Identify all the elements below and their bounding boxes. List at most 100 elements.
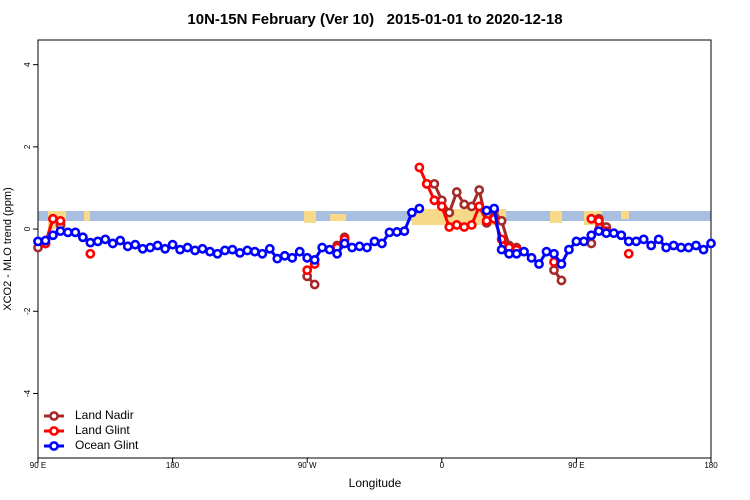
data-point (466, 201, 477, 212)
land-patch (621, 211, 629, 219)
data-point (459, 222, 470, 232)
data-point (459, 199, 470, 210)
data-point (272, 253, 283, 264)
y-tick-label: 4 (23, 62, 32, 67)
x-tick-label: 90 E (30, 461, 46, 470)
data-point (549, 248, 559, 259)
data-point (77, 232, 88, 243)
data-point (242, 245, 253, 256)
legend-marker (49, 426, 59, 436)
land-patch (304, 211, 316, 223)
data-point (205, 246, 215, 257)
data-point (227, 244, 238, 255)
data-point (264, 243, 275, 254)
data-point (578, 236, 589, 247)
data-point (48, 213, 58, 224)
data-point (392, 227, 402, 237)
data-point (586, 230, 597, 241)
x-axis-label: Longitude (349, 476, 402, 490)
legend-label: Ocean Glint (75, 438, 139, 452)
legend-label: Land Nadir (75, 408, 134, 422)
data-point (362, 242, 372, 253)
data-point (601, 228, 612, 239)
x-tick-label: 90 W (298, 461, 317, 470)
data-point (474, 185, 485, 195)
data-point (661, 242, 672, 253)
data-point (436, 201, 447, 212)
data-point (332, 248, 343, 259)
legend-marker (49, 411, 59, 421)
data-point (220, 245, 230, 256)
data-point (429, 195, 440, 206)
data-point (63, 227, 73, 238)
x-tick-label: 0 (440, 461, 445, 470)
data-point (421, 178, 432, 189)
data-point (616, 230, 627, 241)
data-point (55, 215, 66, 226)
data-point (406, 207, 417, 218)
data-point (287, 252, 298, 263)
data-point (145, 242, 156, 253)
data-point (444, 222, 455, 232)
data-point (33, 236, 43, 247)
data-point (586, 213, 597, 224)
data-point (85, 237, 96, 248)
data-point (160, 243, 171, 254)
data-point (377, 238, 387, 249)
data-point (302, 265, 313, 276)
data-point (676, 242, 686, 253)
data-point (212, 248, 223, 259)
legend-label: Land Glint (75, 423, 130, 437)
x-tick-label: 90 E (568, 461, 584, 470)
data-point (451, 187, 462, 197)
data-point (623, 248, 634, 259)
y-tick-label: 0 (23, 226, 32, 231)
data-point (691, 240, 701, 251)
data-point (197, 243, 208, 254)
ocean-band (38, 211, 711, 221)
data-point (55, 226, 66, 237)
data-point (414, 162, 425, 173)
data-point (384, 227, 395, 238)
data-point (122, 241, 133, 252)
data-point (234, 248, 245, 258)
data-point (481, 205, 492, 216)
data-point (429, 178, 440, 189)
data-point (504, 248, 514, 259)
data-point (706, 238, 716, 249)
data-point (324, 244, 335, 255)
data-point (496, 215, 507, 226)
data-point (698, 244, 709, 255)
data-point (107, 238, 118, 249)
data-point (593, 226, 604, 237)
y-tick-label: 2 (23, 144, 32, 149)
data-point (70, 227, 81, 238)
data-point (279, 250, 290, 261)
data-point (100, 234, 111, 245)
data-point (190, 245, 200, 256)
data-point (85, 248, 96, 259)
data-point (564, 244, 574, 255)
data-point (646, 240, 657, 251)
data-point (115, 235, 126, 246)
data-point (249, 246, 260, 257)
x-tick-label: 180 (166, 461, 180, 470)
land-patch (84, 211, 90, 221)
data-point (317, 242, 328, 253)
data-point (302, 252, 313, 263)
data-point (623, 236, 634, 247)
data-point (653, 234, 664, 245)
data-point (571, 236, 582, 247)
data-point (92, 236, 103, 247)
data-point (167, 239, 178, 250)
data-point (444, 207, 455, 218)
data-point (631, 236, 642, 247)
data-point (549, 265, 559, 276)
data-point (638, 234, 649, 245)
data-point (668, 240, 679, 251)
data-point (556, 275, 567, 286)
data-point (369, 236, 380, 247)
data-point (152, 240, 163, 251)
data-point (489, 203, 500, 214)
